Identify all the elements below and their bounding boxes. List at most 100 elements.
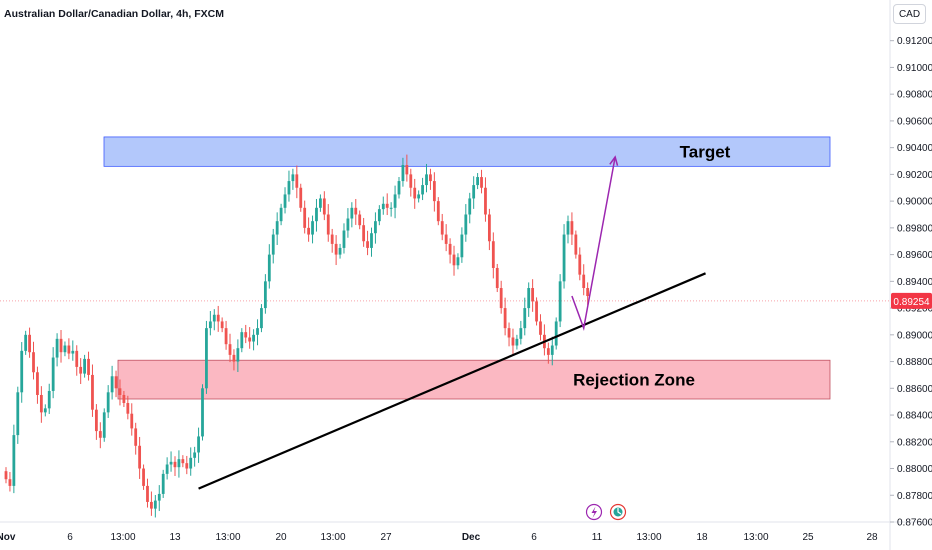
candle [546,342,550,364]
candle-body [539,321,542,335]
candle-body [425,174,428,186]
candle [161,469,165,498]
candle [185,455,189,475]
candle-body [260,308,263,329]
candle [377,205,381,226]
candle-body [185,463,189,469]
candle [539,314,542,341]
candle-body [110,376,114,393]
candle [16,386,20,444]
candle [385,193,389,216]
candle-body [377,209,381,222]
candle-body [362,225,366,242]
candle [216,305,220,332]
candle-body [67,345,71,354]
candle [535,297,538,326]
candle-body [287,181,291,195]
candle [32,341,35,380]
candle [409,168,413,197]
candle [444,224,448,252]
candle-body [472,185,476,199]
candle [315,198,318,232]
candle-body [134,428,138,446]
candle-body [464,214,468,235]
candle-body [393,194,397,208]
candle-body [275,221,279,235]
price-tick-label: 0.87600 [897,518,932,529]
candle [330,228,334,253]
candle [114,370,118,398]
candle [110,365,114,400]
candle-body [165,464,169,474]
time-tick-label: 13 [169,532,181,543]
candle-body [161,473,165,494]
time-tick-label: 28 [866,532,878,543]
candle-body [63,345,67,353]
candle-body [495,267,499,289]
candle [495,263,499,293]
candle [287,170,291,202]
candle [87,351,90,381]
candle [515,334,519,350]
candle [550,336,554,366]
lightning-event-icon [585,503,603,521]
candle-body [307,227,311,235]
candle-body [51,357,55,391]
candle-body [87,358,90,375]
candle-body [39,394,43,413]
candle-body [267,254,271,282]
target-label: Target [680,143,731,162]
candle-body [271,234,275,255]
candle-body [71,350,75,354]
candle-body [515,338,519,346]
candle-body [126,403,130,414]
price-tick-label: 0.87800 [897,491,932,502]
candle [558,274,562,328]
candle-body [91,374,94,410]
candle [401,157,405,187]
currency-button[interactable]: CAD [893,4,926,24]
time-tick-label: 6 [531,532,537,543]
candle-body [429,174,432,182]
candle [487,208,491,251]
price-tick-label: 0.89800 [897,223,932,234]
price-tick-label: 0.90000 [897,197,932,208]
candle-body [94,409,98,432]
candle [491,232,495,279]
candle-body [32,352,35,373]
candle-body [263,281,267,309]
candle-body [43,408,47,413]
candle [374,212,377,244]
candle [212,309,216,331]
candle-body [153,500,157,509]
candle-body [330,234,334,244]
candle [130,403,134,436]
candle [456,253,460,270]
candle-body [224,328,228,345]
candle [582,264,586,296]
candle-body [531,288,535,302]
candle-body [232,354,236,362]
candle [256,319,259,346]
candle-body [157,493,161,501]
time-tick-label: 18 [696,532,708,543]
candle-body [8,479,12,486]
candle [566,215,570,244]
time-tick-label: 27 [380,532,392,543]
candle-body [201,388,204,437]
candle-body [370,233,373,248]
candle-body [142,468,145,486]
candle [519,320,523,345]
candle [417,190,421,203]
lightning-glyph [591,506,597,518]
candle [397,177,401,199]
candle [51,347,55,399]
price-tick-label: 0.88000 [897,464,932,475]
time-tick-label: 13:00 [110,532,135,543]
candle-body [248,337,252,342]
candle-body [106,392,110,413]
candle-body [401,165,405,182]
candle [574,230,578,259]
candle-body [146,485,149,502]
